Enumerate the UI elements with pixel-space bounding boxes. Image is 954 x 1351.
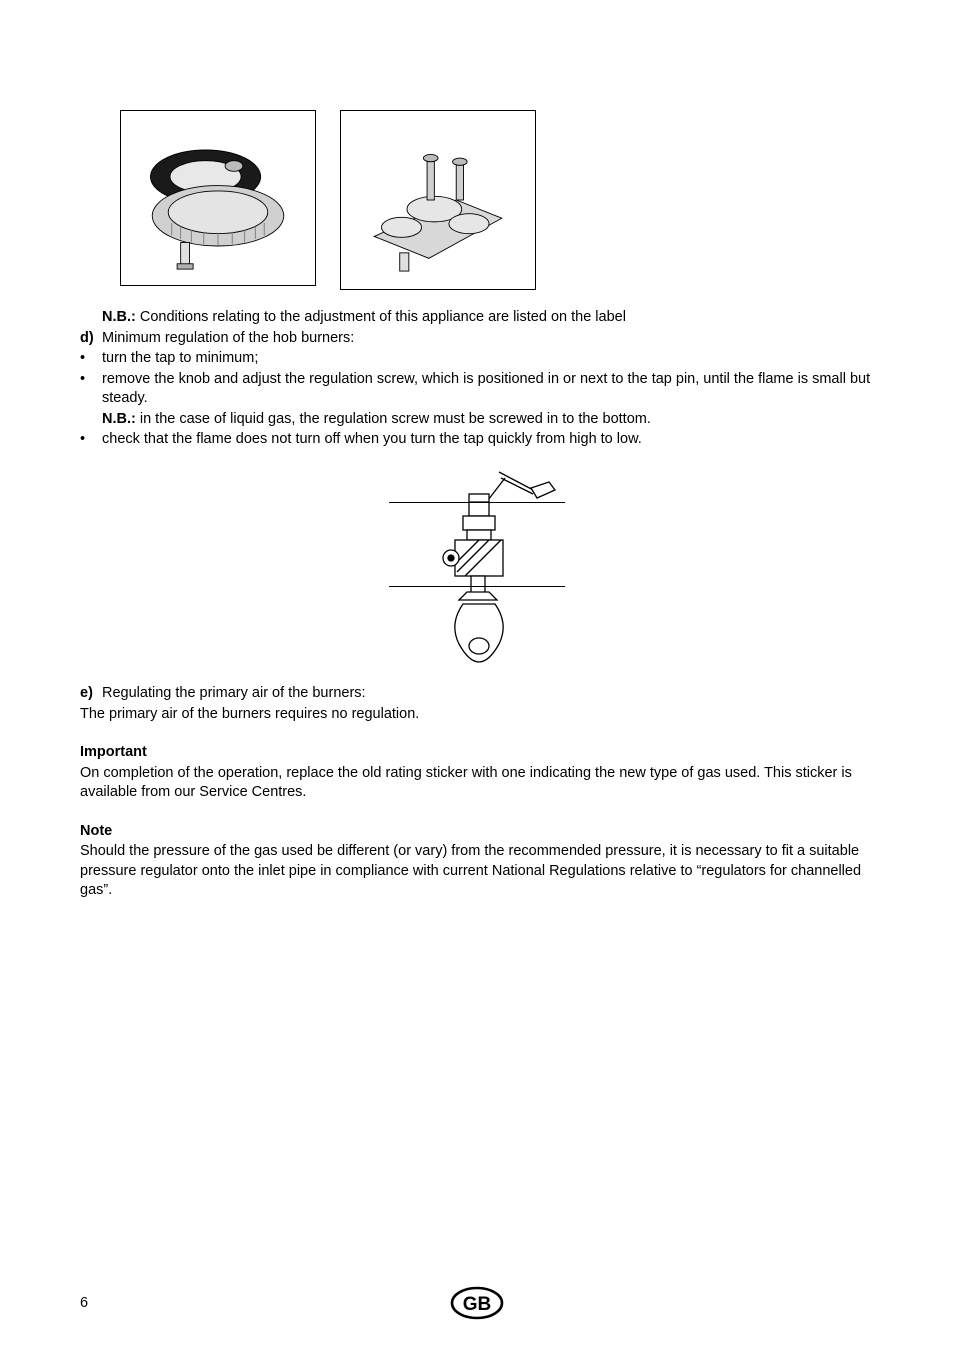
nb2-label: N.B.: — [102, 411, 136, 427]
burner-top-svg — [128, 118, 308, 278]
bullet-1-text: turn the tap to minimum; — [102, 349, 874, 369]
item-e-label: e) — [80, 684, 102, 704]
center-figure-wrap — [80, 464, 874, 666]
item-d: d)Minimum regulation of the hob burners: — [80, 329, 874, 349]
note-heading: Note — [80, 822, 874, 842]
figure-burner-side — [340, 110, 536, 290]
nb2-text: in the case of liquid gas, the regulatio… — [136, 411, 651, 427]
nb2-line: N.B.: in the case of liquid gas, the reg… — [80, 410, 874, 430]
item-e-para: The primary air of the burners requires … — [80, 705, 874, 725]
bullet-dot: • — [80, 430, 102, 450]
item-e: e)Regulating the primary air of the burn… — [80, 684, 874, 704]
tap-pin-svg — [389, 464, 565, 666]
bullet-3: • check that the flame does not turn off… — [80, 430, 874, 450]
figure-burner-top — [120, 110, 316, 286]
item-e-text: Regulating the primary air of the burner… — [102, 685, 366, 701]
figure-tap-pin — [389, 464, 565, 666]
bullet-2: • remove the knob and adjust the regulat… — [80, 370, 874, 409]
bullet-dot: • — [80, 349, 102, 369]
bullet-2-text: remove the knob and adjust the regulatio… — [102, 370, 874, 409]
item-d-label: d) — [80, 329, 102, 349]
figure-row-top — [120, 110, 874, 290]
item-d-text: Minimum regulation of the hob burners: — [102, 330, 354, 346]
note-text: Should the pressure of the gas used be d… — [80, 842, 874, 901]
bullet-dot: • — [80, 370, 102, 409]
bullet-1: • turn the tap to minimum; — [80, 349, 874, 369]
nb1-label: N.B.: — [102, 309, 136, 325]
important-text: On completion of the operation, replace … — [80, 764, 874, 803]
bullet-3-text: check that the flame does not turn off w… — [102, 430, 874, 450]
country-badge-gb: GB — [449, 1285, 505, 1321]
burner-side-svg — [346, 118, 530, 282]
gb-badge-text: GB — [463, 1294, 492, 1315]
important-heading: Important — [80, 743, 874, 763]
page-number: 6 — [80, 1295, 88, 1311]
nb1-line: N.B.: Conditions relating to the adjustm… — [80, 308, 874, 328]
nb1-text: Conditions relating to the adjustment of… — [136, 309, 626, 325]
